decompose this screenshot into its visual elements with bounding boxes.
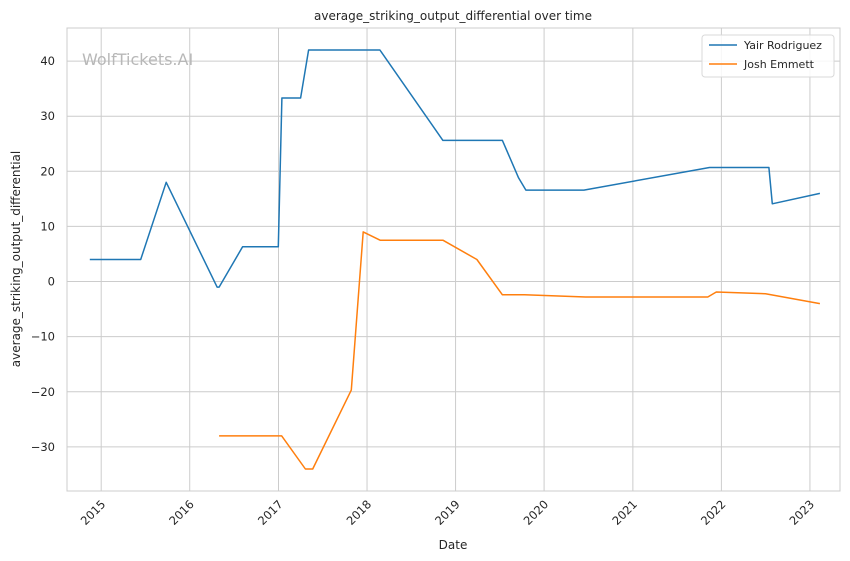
series-lines [89, 49, 821, 470]
plot-background [67, 28, 840, 491]
x-tick-label: 2022 [698, 497, 729, 528]
x-axis-label: Date [439, 538, 468, 552]
y-tick-label: 30 [40, 109, 55, 123]
y-tick-label: 0 [48, 275, 55, 289]
plot-frame [66, 27, 841, 492]
x-tick-label: 2019 [432, 497, 463, 528]
y-tick-label: −20 [31, 385, 55, 399]
legend-label-josh-emmett: Josh Emmett [743, 58, 815, 71]
legend: Yair Rodriguez Josh Emmett [701, 34, 835, 78]
y-tick-label: 10 [40, 219, 55, 233]
x-tick-labels: 2015 2016 2017 2018 2019 2020 2021 2022 2023 [78, 497, 817, 528]
x-tick-label: 2021 [609, 497, 640, 528]
y-tick-label: −10 [31, 330, 55, 344]
x-tick-label: 2018 [344, 497, 375, 528]
y-tick-label: 40 [40, 54, 55, 68]
series-line-josh-emmett [219, 231, 821, 470]
y-axis-label: average_striking_output_differential [9, 151, 23, 367]
chart-title: average_striking_output_differential ove… [314, 9, 592, 23]
x-tick-label: 2016 [166, 497, 197, 528]
x-tick-label: 2023 [786, 497, 817, 528]
y-tick-label: 20 [40, 164, 55, 178]
x-tick-label: 2015 [78, 497, 109, 528]
grid [67, 28, 840, 491]
x-tick-label: 2020 [521, 497, 552, 528]
y-tick-labels: −30 −20 −10 0 10 20 30 40 [31, 54, 55, 454]
x-tick-label: 2017 [255, 497, 286, 528]
y-tick-label: −30 [31, 440, 55, 454]
series-line-yair-rodriguez [89, 49, 821, 288]
watermark: WolfTickets.AI [82, 50, 193, 69]
legend-label-yair-rodriguez: Yair Rodriguez [743, 39, 822, 52]
